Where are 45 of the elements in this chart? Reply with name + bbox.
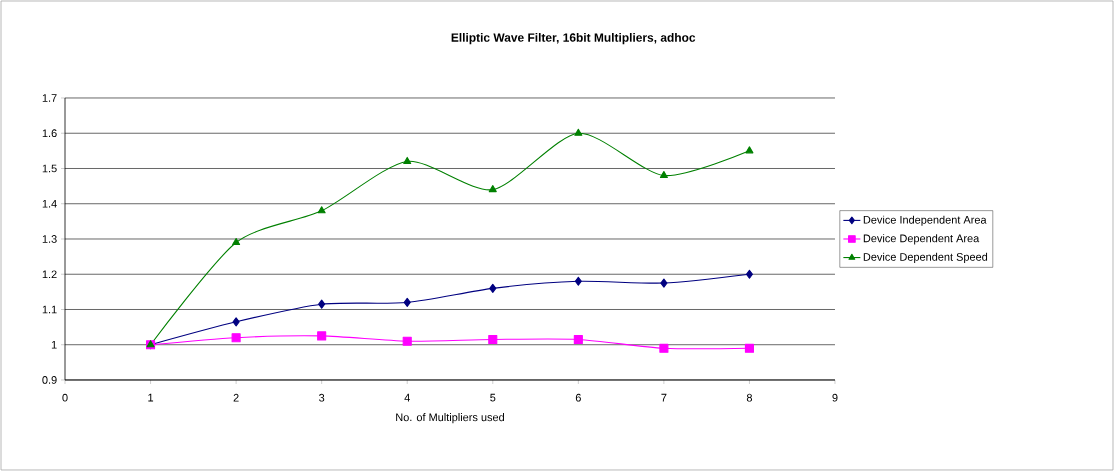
- point: [744, 343, 754, 353]
- x-tick-label: 7: [661, 393, 667, 402]
- point: [317, 331, 327, 341]
- x-axis-title: No. of Multipliers used: [396, 413, 504, 424]
- point: [403, 297, 411, 307]
- x-tick-label: 9: [832, 393, 838, 402]
- y-tick-label: 1.3: [42, 235, 57, 243]
- point: [403, 156, 412, 164]
- y-tick-label: 1.4: [42, 199, 57, 208]
- point: [659, 343, 669, 353]
- x-tick-label: 8: [746, 393, 753, 402]
- legend-label: Device Dependent Area: [863, 234, 980, 245]
- x-tick-label: 6: [575, 393, 581, 402]
- point: [232, 317, 240, 327]
- y-tick-label: 0.9: [42, 376, 57, 384]
- point: [317, 206, 326, 214]
- x-tick-label: 4: [404, 393, 410, 402]
- point: [489, 283, 497, 293]
- x-tick-label: 5: [490, 393, 496, 402]
- point: [574, 276, 582, 286]
- y-tick-label: 1.6: [42, 129, 57, 138]
- x-tick-label: 0: [62, 393, 68, 402]
- y-tick-label: 1.7: [42, 94, 57, 102]
- legend-label: Device Independent Area: [863, 215, 987, 226]
- point: [745, 146, 754, 154]
- point: [232, 237, 241, 246]
- point: [573, 334, 583, 344]
- point: [231, 333, 241, 343]
- point: [574, 128, 583, 136]
- point: [318, 299, 326, 309]
- x-tick-label: 2: [233, 393, 239, 402]
- point: [660, 278, 668, 288]
- legend-label: Device Dependent Speed: [863, 252, 988, 263]
- x-tick-label: 1: [148, 393, 154, 402]
- chart-title: Elliptic Wave Filter, 16bit Multipliers, adhoc: [451, 33, 696, 45]
- point: [488, 334, 498, 344]
- x-tick-label: 3: [319, 393, 325, 402]
- point: [488, 185, 497, 193]
- point: [402, 336, 412, 346]
- y-tick-label: 1.1: [42, 305, 57, 314]
- point: [659, 170, 668, 179]
- y-tick-label: 1: [51, 340, 57, 349]
- y-tick-label: 1.2: [42, 270, 57, 279]
- y-tick-label: 1.5: [42, 164, 57, 173]
- point: [745, 269, 753, 279]
